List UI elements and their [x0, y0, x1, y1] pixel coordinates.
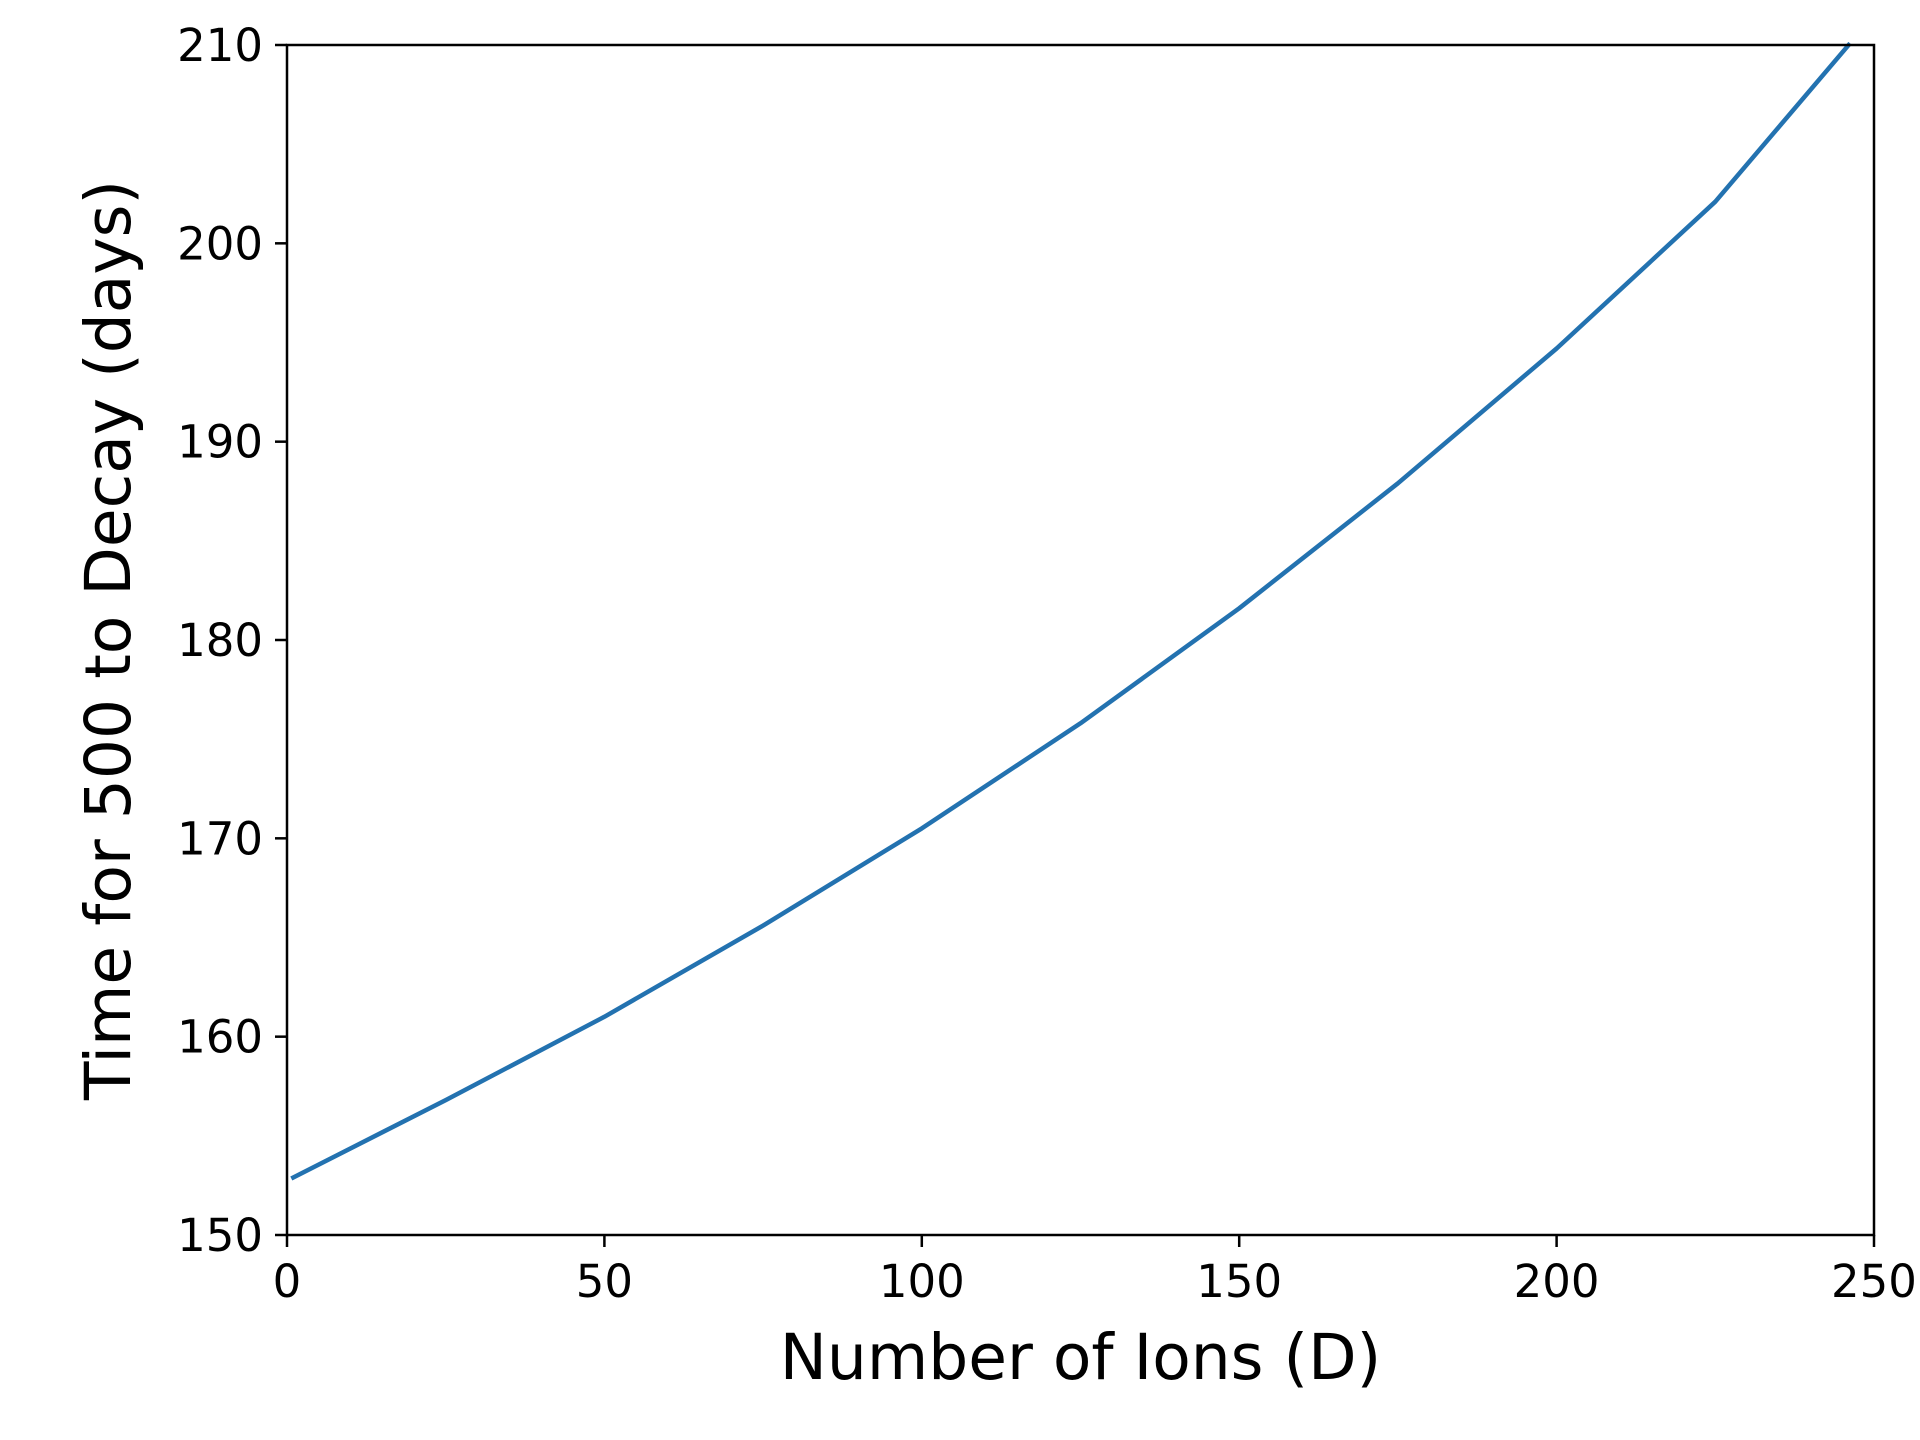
x-tick-label: 200: [1514, 1255, 1600, 1308]
y-tick-label: 150: [177, 1209, 263, 1262]
y-tick-label: 160: [177, 1011, 263, 1064]
y-tick-label: 200: [177, 217, 263, 270]
y-tick-label: 210: [177, 19, 263, 72]
x-tick-label: 50: [576, 1255, 633, 1308]
x-axis-label: Number of Ions (D): [780, 1321, 1381, 1394]
x-tick-label: 0: [273, 1255, 302, 1308]
series-layer: [290, 41, 1852, 1181]
x-tick-label: 250: [1831, 1255, 1917, 1308]
y-axis-ticks: 150 160 170 180 190 200 210: [177, 19, 287, 1262]
series-line: [290, 41, 1852, 1181]
y-tick-label: 170: [177, 812, 263, 865]
x-tick-label: 100: [879, 1255, 965, 1308]
y-tick-label: 180: [177, 614, 263, 667]
y-axis-label: Time for 500 to Decay (days): [72, 180, 145, 1101]
x-tick-label: 150: [1196, 1255, 1282, 1308]
x-axis-ticks: 0 50 100 150 200 250: [273, 1235, 1917, 1308]
y-tick-label: 190: [177, 416, 263, 469]
